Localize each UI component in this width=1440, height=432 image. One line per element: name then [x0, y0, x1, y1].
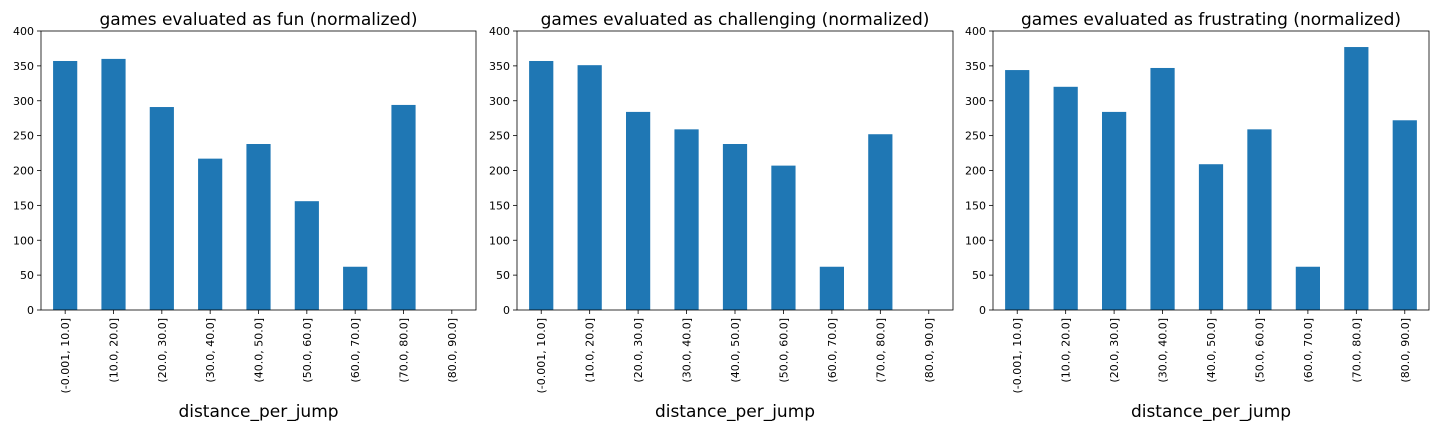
y-tick-label: 300 — [13, 95, 34, 108]
x-axis-label: distance_per_jump — [178, 402, 338, 422]
bar — [1198, 164, 1224, 310]
y-tick-label: 350 — [13, 60, 34, 73]
y-tick-label: 400 — [13, 25, 34, 38]
y-tick-label: 100 — [489, 234, 510, 247]
x-tick-label: (20.0, 30.0] — [156, 318, 169, 383]
y-tick-label: 100 — [13, 234, 34, 247]
y-tick-label: 250 — [965, 130, 986, 143]
y-tick-label: 150 — [489, 199, 510, 212]
x-tick-label: (50.0, 60.0] — [777, 318, 790, 383]
y-tick-label: 200 — [489, 165, 510, 178]
y-tick-label: 0 — [503, 304, 510, 317]
bar — [819, 266, 844, 310]
chart-title: games evaluated as fun (normalized) — [99, 10, 417, 30]
x-tick-label: (-0.001, 10.0] — [1011, 318, 1024, 394]
x-tick-label: (50.0, 60.0] — [1253, 318, 1266, 383]
x-tick-label: (70.0, 80.0] — [398, 318, 411, 383]
x-tick-label: (80.0, 90.0] — [1399, 318, 1412, 383]
x-tick-label: (70.0, 80.0] — [1350, 318, 1363, 383]
x-tick-label: (30.0, 40.0] — [204, 318, 217, 383]
x-tick-label: (-0.001, 10.0] — [59, 318, 72, 394]
x-tick-label: (20.0, 30.0] — [632, 318, 645, 383]
x-tick-label: (80.0, 90.0] — [923, 318, 936, 383]
x-axis-label: distance_per_jump — [1131, 402, 1291, 422]
bar — [1053, 86, 1078, 310]
y-tick-label: 0 — [979, 304, 986, 317]
chart-title: games evaluated as challenging (normaliz… — [541, 10, 930, 30]
chart-panel-2: 0 50 100 150 200 250 300 350 400 (-0.001, 10.0] (1… — [489, 10, 954, 422]
x-tick-label: (-0.001, 10.0] — [535, 318, 548, 394]
x-tick-label: (50.0, 60.0] — [301, 318, 314, 383]
x-tick-label: (60.0, 70.0] — [826, 318, 839, 383]
chart-panel-1: 0 50 100 150 200 250 300 350 400 (-0.001, 10.0] (1… — [13, 10, 477, 422]
x-tick-label: (30.0, 40.0] — [1157, 318, 1170, 383]
bar — [198, 158, 223, 310]
chart-panel-3: 0 50 100 150 200 250 300 350 400 (-0.001, 10.0] (1… — [965, 10, 1430, 422]
y-tick-label: 150 — [965, 199, 986, 212]
bar — [1150, 67, 1175, 310]
bar — [294, 201, 319, 310]
x-tick-label: (40.0, 50.0] — [253, 318, 266, 383]
x-tick-label: (40.0, 50.0] — [729, 318, 742, 383]
y-tick-label: 50 — [20, 269, 34, 282]
x-tick-label: (30.0, 40.0] — [681, 318, 694, 383]
bar — [101, 58, 126, 311]
bar — [771, 165, 796, 310]
y-tick-label: 400 — [965, 25, 986, 38]
x-tick-label: (60.0, 70.0] — [349, 318, 362, 383]
x-tick-label: (70.0, 80.0] — [874, 318, 887, 383]
x-tick-label: (10.0, 20.0] — [108, 318, 121, 383]
x-tick-label: (10.0, 20.0] — [1060, 318, 1073, 383]
y-tick-label: 250 — [13, 130, 34, 143]
y-tick-label: 50 — [972, 269, 986, 282]
bar — [1392, 120, 1417, 310]
bar — [529, 60, 554, 310]
bar — [1005, 70, 1030, 310]
bar — [1102, 111, 1127, 310]
bar — [391, 104, 416, 310]
y-tick-label: 150 — [13, 199, 34, 212]
bar — [674, 129, 699, 310]
bar — [1344, 47, 1369, 310]
chart-title: games evaluated as frustrating (normaliz… — [1021, 10, 1401, 30]
x-axis-label: distance_per_jump — [655, 402, 815, 422]
y-tick-label: 300 — [489, 95, 510, 108]
y-tick-label: 100 — [965, 234, 986, 247]
bar — [722, 144, 748, 310]
x-tick-label: (40.0, 50.0] — [1205, 318, 1218, 383]
bar — [246, 144, 271, 310]
y-tick-label: 400 — [489, 25, 510, 38]
bar — [149, 107, 174, 310]
x-tick-label: (60.0, 70.0] — [1302, 318, 1315, 383]
x-tick-label: (20.0, 30.0] — [1108, 318, 1121, 383]
y-tick-label: 0 — [27, 304, 34, 317]
bar — [1247, 129, 1272, 310]
y-tick-label: 350 — [965, 60, 986, 73]
y-tick-label: 200 — [13, 165, 34, 178]
x-tick-label: (80.0, 90.0] — [446, 318, 459, 383]
bar — [343, 266, 368, 310]
x-tick-label: (10.0, 20.0] — [584, 318, 597, 383]
y-tick-label: 350 — [489, 60, 510, 73]
bar — [577, 65, 602, 311]
y-tick-label: 200 — [965, 165, 986, 178]
bar — [626, 111, 651, 310]
bar — [53, 60, 78, 310]
bar — [1295, 266, 1320, 310]
y-tick-label: 50 — [496, 269, 510, 282]
bar — [868, 134, 893, 310]
y-tick-label: 300 — [965, 95, 986, 108]
y-tick-label: 250 — [489, 130, 510, 143]
